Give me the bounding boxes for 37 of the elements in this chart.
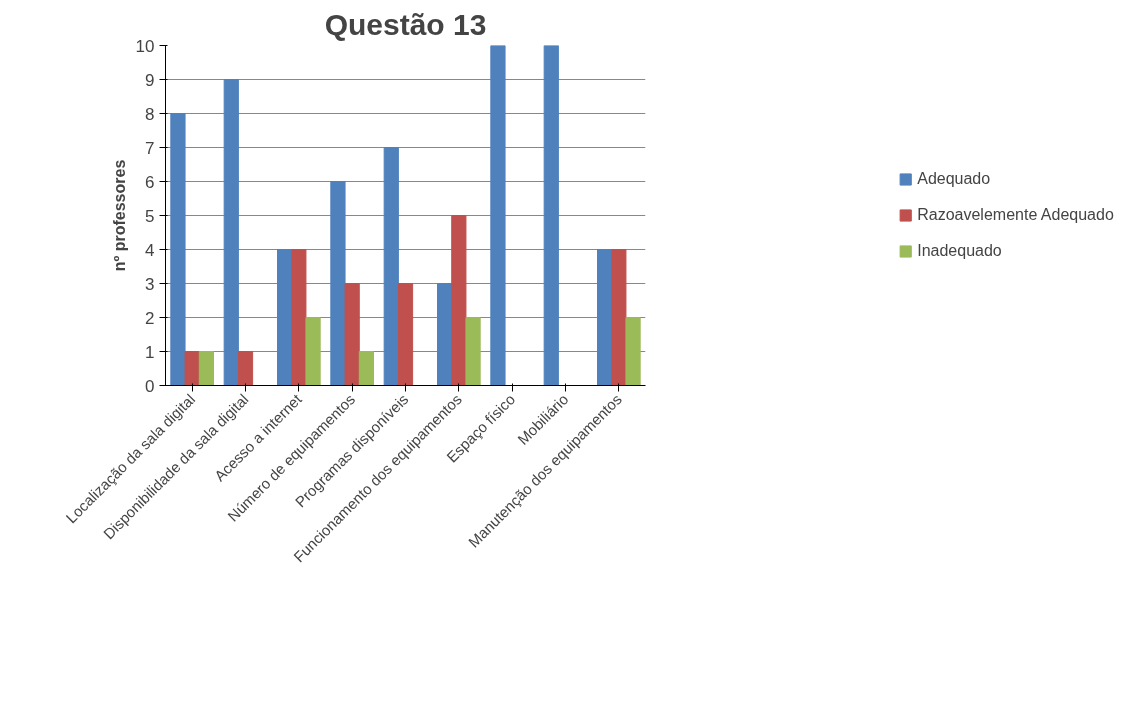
- bar: [184, 351, 200, 386]
- bar: [358, 351, 374, 386]
- bar: [291, 249, 307, 386]
- legend-label: Inadequado: [917, 242, 1002, 260]
- bar: [344, 283, 360, 386]
- y-tick-label: 4: [145, 240, 155, 260]
- bar: [451, 215, 467, 386]
- y-tick-label: 6: [145, 172, 155, 192]
- bar: [277, 249, 293, 386]
- bar: [397, 283, 414, 386]
- y-tick-label: 5: [145, 206, 155, 226]
- y-tick-label: 10: [135, 36, 155, 56]
- y-tick-label: 1: [145, 342, 155, 362]
- bar: [170, 113, 186, 386]
- bar: [223, 79, 239, 386]
- bar: [611, 249, 627, 386]
- bar: [597, 249, 613, 386]
- bar: [237, 351, 254, 386]
- y-axis-title: nº professores: [110, 159, 128, 272]
- bar: [465, 317, 481, 386]
- bar: [305, 317, 321, 386]
- y-tick-label: 8: [145, 104, 155, 124]
- bar: [437, 283, 453, 386]
- bar: [198, 351, 214, 386]
- bar: [543, 45, 559, 386]
- legend-label: Razoavelemente Adequado: [917, 206, 1114, 224]
- legend-label: Adequado: [917, 170, 991, 188]
- bar: [383, 147, 399, 386]
- y-tick-label: 9: [145, 70, 155, 90]
- y-tick-label: 0: [145, 376, 155, 396]
- y-tick-label: 3: [145, 274, 155, 294]
- bar: [490, 45, 506, 386]
- y-tick-label: 7: [145, 138, 155, 158]
- chart-title: Questão 13: [324, 7, 487, 41]
- y-tick-label: 2: [145, 308, 155, 328]
- bar: [625, 317, 641, 386]
- bar: [330, 181, 346, 386]
